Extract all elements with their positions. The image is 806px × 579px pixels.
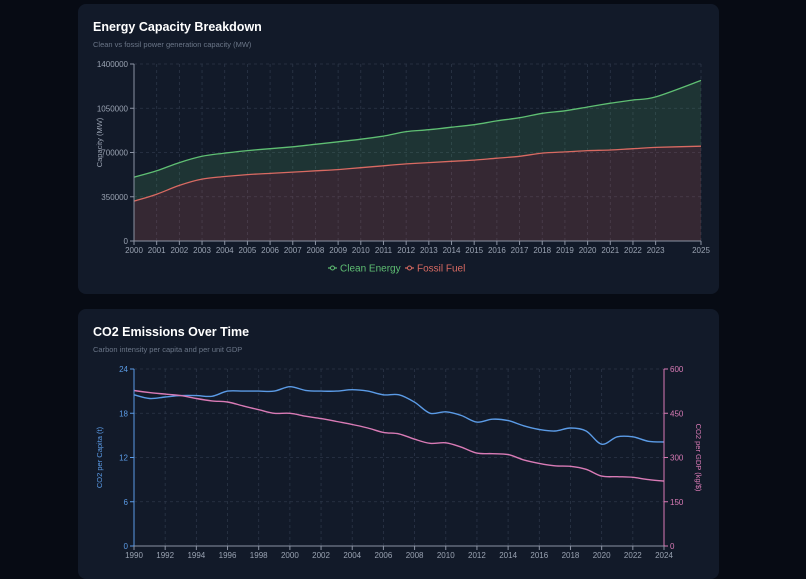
fossil-fuel-legend-marker bbox=[407, 265, 412, 271]
emissions-chart-subtitle: Carbon intensity per capita and per unit… bbox=[93, 345, 243, 354]
co2-per-capita-line bbox=[133, 385, 665, 445]
capacity-x-tick-label: 2025 bbox=[692, 246, 710, 255]
emissions-x-tick-label: 2010 bbox=[437, 551, 455, 560]
capacity-x-tick-label: 2011 bbox=[375, 246, 393, 255]
co2-per-gdp-line bbox=[133, 389, 665, 482]
emissions-x-tick-label: 1998 bbox=[250, 551, 268, 560]
capacity-y-axis-title: Capacity (MW) bbox=[95, 117, 104, 167]
clean-energy-legend-marker bbox=[330, 265, 335, 271]
capacity-x-tick-label: 2007 bbox=[284, 246, 302, 255]
emissions-x-tick-label: 2018 bbox=[562, 551, 580, 560]
capacity-x-tick-label: 2022 bbox=[624, 246, 642, 255]
fossil-fuel-legend-label: Fossil Fuel bbox=[417, 264, 465, 275]
capacity-x-tick-label: 2002 bbox=[170, 246, 188, 255]
capacity-area-chart: 0 350000 700000 1050000 1400000 2000 2001 2002 2… bbox=[95, 60, 710, 275]
capacity-chart-card: Energy Capacity Breakdown Clean vs fossi… bbox=[78, 4, 719, 294]
emissions-right-y-tick-label: 150 bbox=[670, 498, 684, 507]
capacity-y-tick-label: 1400000 bbox=[97, 60, 129, 69]
emissions-right-y-tick-label: 0 bbox=[670, 542, 675, 551]
capacity-x-tick-label: 2001 bbox=[148, 246, 166, 255]
capacity-chart-title: Energy Capacity Breakdown bbox=[93, 20, 262, 34]
emissions-x-tick-label: 2024 bbox=[655, 551, 673, 560]
capacity-x-tick-label: 2012 bbox=[397, 246, 415, 255]
emissions-left-y-tick-label: 12 bbox=[119, 454, 128, 463]
capacity-x-tick-label: 2006 bbox=[261, 246, 279, 255]
capacity-x-tick-label: 2015 bbox=[465, 246, 483, 255]
emissions-x-tick-label: 1994 bbox=[187, 551, 205, 560]
emissions-right-y-tick-label: 450 bbox=[670, 409, 684, 418]
fossil-fuel-area bbox=[134, 146, 701, 241]
capacity-x-tick-label: 2017 bbox=[511, 246, 529, 255]
emissions-x-tick-label: 2004 bbox=[343, 551, 361, 560]
emissions-x-tick-label: 2016 bbox=[530, 551, 548, 560]
emissions-x-tick-label: 2014 bbox=[499, 551, 517, 560]
capacity-x-tick-label: 2018 bbox=[533, 246, 551, 255]
capacity-x-tick-label: 2021 bbox=[601, 246, 619, 255]
emissions-x-tick-label: 1992 bbox=[156, 551, 174, 560]
capacity-y-tick-label: 0 bbox=[124, 237, 129, 246]
capacity-x-tick-label: 2000 bbox=[125, 246, 143, 255]
fossil-fuel-line bbox=[133, 145, 702, 202]
emissions-chart-title: CO2 Emissions Over Time bbox=[93, 325, 250, 339]
capacity-legend: Clean Energy Fossil Fuel bbox=[328, 264, 465, 275]
capacity-chart-subtitle: Clean vs fossil power generation capacit… bbox=[93, 40, 252, 49]
emissions-x-tick-label: 1996 bbox=[219, 551, 237, 560]
emissions-left-y-tick-label: 24 bbox=[119, 365, 128, 374]
emissions-left-axis-title: CO2 per Capita (t) bbox=[95, 426, 104, 488]
emissions-chart-card: CO2 Emissions Over Time Carbon intensity… bbox=[78, 309, 719, 579]
capacity-x-tick-label: 2020 bbox=[579, 246, 597, 255]
emissions-x-tick-label: 2020 bbox=[593, 551, 611, 560]
emissions-x-tick-label: 2022 bbox=[624, 551, 642, 560]
clean-energy-area bbox=[134, 80, 701, 202]
capacity-x-tick-label: 2014 bbox=[443, 246, 461, 255]
capacity-y-tick-label: 1050000 bbox=[97, 104, 129, 113]
capacity-x-tick-label: 2010 bbox=[352, 246, 370, 255]
emissions-x-tick-label: 2008 bbox=[406, 551, 424, 560]
emissions-grid bbox=[133, 368, 665, 546]
emissions-right-y-tick-label: 600 bbox=[670, 365, 684, 374]
capacity-x-tick-label: 2004 bbox=[216, 246, 234, 255]
emissions-line-chart: 0 6 12 18 24 0 150 300 450 600 1990 1992 1994 1996 199… bbox=[95, 365, 703, 560]
emissions-left-y-tick-label: 6 bbox=[124, 498, 129, 507]
emissions-x-tick-label: 2012 bbox=[468, 551, 486, 560]
emissions-x-tick-label: 1990 bbox=[125, 551, 143, 560]
emissions-x-tick-label: 2006 bbox=[375, 551, 393, 560]
capacity-x-tick-label: 2005 bbox=[239, 246, 257, 255]
capacity-x-tick-label: 2003 bbox=[193, 246, 211, 255]
emissions-right-axis-title: CO2 per GDP (kg/$) bbox=[694, 424, 703, 492]
capacity-grid bbox=[133, 63, 702, 241]
emissions-left-y-tick-label: 0 bbox=[124, 542, 129, 551]
clean-energy-line bbox=[133, 79, 702, 178]
emissions-x-tick-label: 2000 bbox=[281, 551, 299, 560]
capacity-x-tick-label: 2008 bbox=[307, 246, 325, 255]
capacity-x-tick-label: 2019 bbox=[556, 246, 574, 255]
clean-energy-legend-label: Clean Energy bbox=[340, 264, 401, 275]
capacity-x-tick-label: 2016 bbox=[488, 246, 506, 255]
capacity-x-tick-label: 2013 bbox=[420, 246, 438, 255]
emissions-right-y-tick-label: 300 bbox=[670, 454, 684, 463]
emissions-x-tick-label: 2002 bbox=[312, 551, 330, 560]
capacity-x-tick-label: 2009 bbox=[329, 246, 347, 255]
capacity-y-tick-label: 700000 bbox=[101, 149, 128, 158]
capacity-x-tick-label: 2023 bbox=[647, 246, 665, 255]
emissions-left-y-tick-label: 18 bbox=[119, 409, 128, 418]
capacity-y-tick-label: 350000 bbox=[101, 193, 128, 202]
